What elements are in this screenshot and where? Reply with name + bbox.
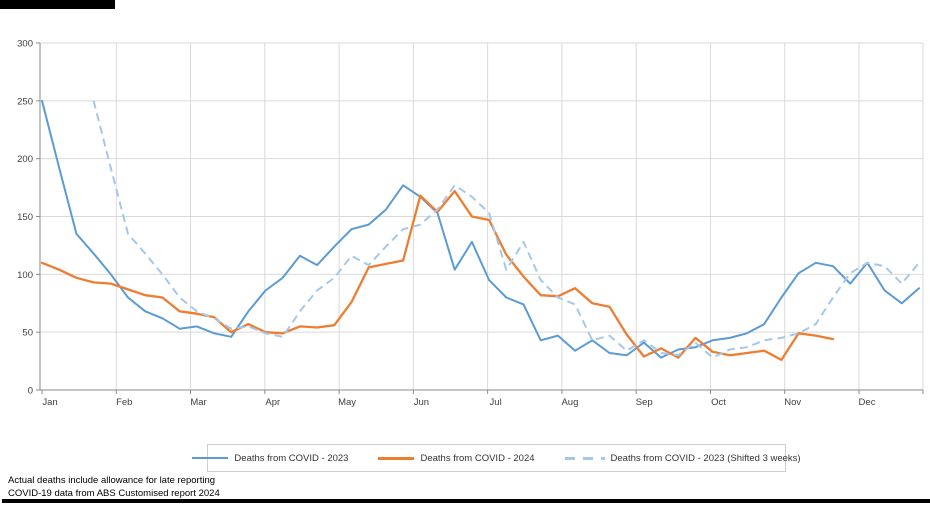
x-tick-label-Mar: Mar (190, 397, 206, 408)
legend-label-2023: Deaths from COVID - 2023 (234, 452, 349, 464)
x-tick-label-May: May (338, 397, 356, 408)
legend-line-sample-2023-icon (192, 457, 229, 459)
x-tick-label-Dec: Dec (859, 397, 876, 408)
x-tick-label-Aug: Aug (561, 397, 578, 408)
legend-line-sample-2024-icon (378, 456, 415, 460)
x-tick-label-Nov: Nov (784, 397, 801, 408)
legend-item-2023-shifted[interactable]: Deaths from COVID - 2023 (Shifted 3 week… (564, 452, 801, 464)
y-tick-label-200: 200 (17, 154, 33, 165)
y-tick-label-0: 0 (28, 386, 33, 397)
y-tick-label-300: 300 (17, 39, 33, 50)
window-edge-bar-top (0, 0, 115, 9)
x-tick-label-Jan: Jan (42, 397, 57, 408)
series-line-0 (41, 99, 920, 359)
line-chart-plot-area: 0 50 100 150 200 250 300 Jan Feb Mar Apr May Jun Jul A… (17, 39, 924, 408)
x-tick-label-Apr: Apr (265, 397, 280, 408)
y-tick-label-100: 100 (17, 270, 33, 281)
footnote-data-source: COVID-19 data from ABS Customised report… (8, 488, 220, 499)
legend-label-2023-shifted: Deaths from COVID - 2023 (Shifted 3 week… (610, 452, 801, 464)
x-tick-label-Jun: Jun (414, 397, 429, 408)
legend-item-2024[interactable]: Deaths from COVID - 2024 (378, 452, 535, 464)
series-line-1 (40, 189, 835, 362)
chart-legend[interactable]: Deaths from COVID - 2023 Deaths from COV… (192, 444, 801, 472)
y-tick-label-150: 150 (17, 212, 33, 223)
window-edge-bar-bottom (2, 499, 930, 503)
y-tick-label-250: 250 (17, 96, 33, 107)
legend-label-2024: Deaths from COVID - 2024 (420, 452, 535, 464)
footnote-late-reporting: Actual deaths include allowance for late… (8, 475, 216, 486)
x-tick-label-Sep: Sep (636, 397, 653, 408)
x-tick-label-Feb: Feb (116, 397, 132, 408)
legend-item-2023[interactable]: Deaths from COVID - 2023 (192, 453, 348, 464)
x-tick-label-Oct: Oct (711, 397, 726, 408)
series-line-2 (92, 100, 920, 359)
y-tick-label-50: 50 (22, 328, 33, 339)
x-tick-label-Jul: Jul (490, 397, 502, 408)
chart-footnotes: Actual deaths include allowance for late… (8, 474, 220, 500)
legend-line-sample-2023-shifted-icon (564, 456, 605, 460)
